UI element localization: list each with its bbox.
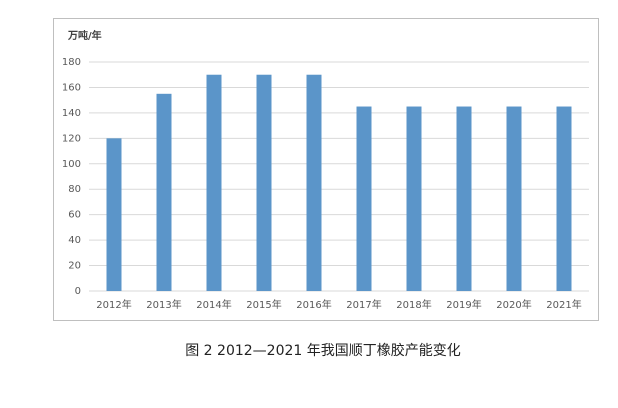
x-tick-label: 2012年 [96, 298, 131, 311]
bar [256, 74, 272, 291]
x-tick-label: 2014年 [196, 298, 231, 311]
bar [556, 106, 572, 292]
y-tick-label: 100 [62, 159, 81, 170]
y-tick-label: 140 [62, 108, 81, 119]
y-tick-label: 120 [62, 133, 81, 144]
x-tick-label: 2020年 [496, 298, 531, 311]
y-tick-label: 40 [68, 235, 81, 246]
y-tick-label: 60 [68, 210, 81, 221]
x-tick-label: 2019年 [446, 298, 481, 311]
bar [456, 106, 472, 292]
y-tick-label: 20 [68, 261, 81, 272]
x-tick-label: 2021年 [546, 298, 581, 311]
y-axis-label: 万吨/年 [67, 29, 102, 42]
y-tick-label: 180 [62, 57, 81, 68]
bar [156, 93, 172, 291]
x-tick-label: 2015年 [246, 298, 281, 311]
x-tick-label: 2017年 [346, 298, 381, 311]
bar [206, 74, 222, 291]
chart-frame [53, 18, 599, 321]
x-tick-label: 2013年 [146, 298, 181, 311]
x-tick-label: 2018年 [396, 298, 431, 311]
y-tick-label: 160 [62, 82, 81, 93]
caption: 图 2 2012—2021 年我国顺丁橡胶产能变化 [185, 342, 461, 359]
bar [306, 74, 322, 291]
bar [506, 106, 522, 292]
bar [406, 106, 422, 292]
bar [356, 106, 372, 292]
x-tick-label: 2016年 [296, 298, 331, 311]
y-tick-label: 0 [75, 286, 81, 297]
bar [106, 138, 122, 291]
y-tick-label: 80 [68, 184, 81, 195]
